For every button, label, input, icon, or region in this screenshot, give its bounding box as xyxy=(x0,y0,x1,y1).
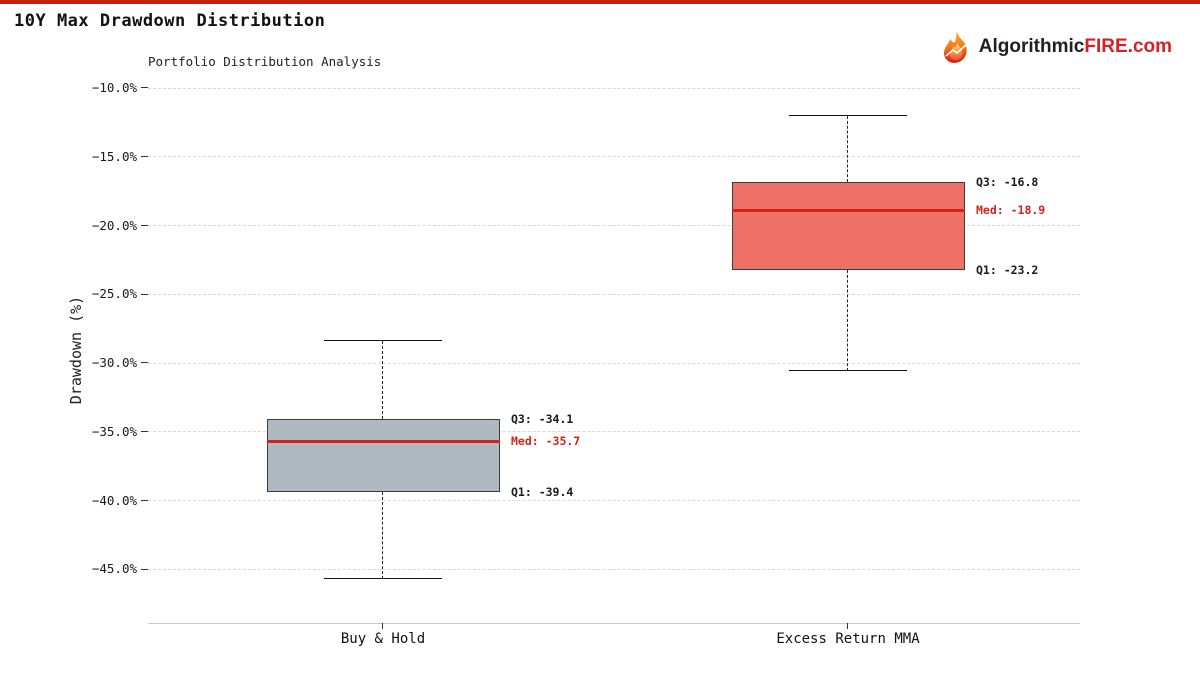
whisker-cap-high xyxy=(324,340,442,342)
gridline xyxy=(148,500,1080,501)
x-tick-mark xyxy=(382,623,384,629)
whisker-cap-low xyxy=(324,578,442,580)
flame-icon xyxy=(943,31,968,63)
category-label: Excess Return MMA xyxy=(776,631,920,647)
y-tick-mark xyxy=(141,362,148,364)
box xyxy=(266,419,500,493)
gridline xyxy=(148,568,1080,570)
y-tick-label: −40.0% xyxy=(91,492,137,508)
median-line xyxy=(266,439,500,443)
box xyxy=(731,181,965,270)
gridline xyxy=(148,362,1080,364)
y-tick-mark xyxy=(141,431,148,433)
y-tick-label: −20.0% xyxy=(91,217,137,233)
gridline xyxy=(148,156,1080,158)
annotation-median: Med: -35.7 xyxy=(511,434,581,449)
y-axis-label: Drawdown (%) xyxy=(67,295,85,405)
y-tick-label: −35.0% xyxy=(91,423,137,439)
page-title: 10Y Max Drawdown Distribution xyxy=(14,11,326,31)
whisker-upper xyxy=(847,115,849,182)
y-tick-mark xyxy=(141,156,148,158)
y-tick-label: −15.0% xyxy=(91,148,137,164)
chart-subtitle: Portfolio Distribution Analysis xyxy=(148,54,382,69)
whisker-upper xyxy=(382,341,384,420)
x-tick-mark xyxy=(847,623,849,629)
x-axis-line xyxy=(148,623,1080,624)
y-tick-label: −25.0% xyxy=(91,286,137,302)
whisker-cap-low xyxy=(789,370,907,372)
annotation-q1: Q1: -23.2 xyxy=(976,262,1039,277)
y-tick-mark xyxy=(141,224,148,226)
y-tick-label: −30.0% xyxy=(91,355,137,370)
whisker-lower xyxy=(382,492,384,579)
logo-text-com: .com xyxy=(1127,36,1172,57)
logo-text-fire: FIRE xyxy=(1084,36,1128,57)
gridline xyxy=(148,431,1080,433)
y-tick-mark xyxy=(141,87,148,89)
median-line xyxy=(731,208,965,212)
category-label: Buy & Hold xyxy=(340,631,426,647)
y-tick-mark xyxy=(141,499,148,501)
y-tick-mark xyxy=(141,568,148,570)
annotation-median: Med: -18.9 xyxy=(976,203,1046,218)
annotation-q3: Q3: -34.1 xyxy=(511,412,574,427)
gridline xyxy=(148,87,1080,89)
site-logo[interactable]: Algorithmic FIRE .com xyxy=(941,30,1172,64)
y-tick-label: −45.0% xyxy=(91,561,137,577)
annotation-q1: Q1: -39.4 xyxy=(511,485,574,500)
gridline xyxy=(148,225,1080,226)
accent-top-bar xyxy=(0,0,1200,4)
logo-text-algorithmic: Algorithmic xyxy=(978,36,1085,57)
gridline xyxy=(148,293,1080,295)
annotation-q3: Q3: -16.8 xyxy=(976,174,1039,189)
y-tick-label: −10.0% xyxy=(91,80,137,95)
y-tick-mark xyxy=(141,293,148,295)
whisker-cap-high xyxy=(789,114,907,116)
whisker-lower xyxy=(847,269,849,372)
